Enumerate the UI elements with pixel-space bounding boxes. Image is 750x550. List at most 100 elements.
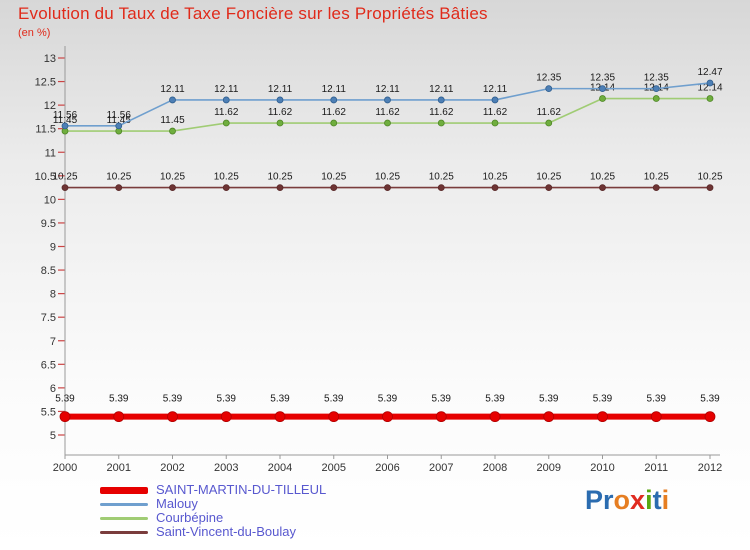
logo-letter: x <box>630 485 646 515</box>
legend-item: SAINT-MARTIN-DU-TILLEUL <box>100 483 326 497</box>
legend-item: Courbépine <box>100 511 326 525</box>
svg-text:10.25: 10.25 <box>590 172 615 183</box>
svg-text:10.25: 10.25 <box>160 172 185 183</box>
svg-text:6: 6 <box>50 383 56 395</box>
svg-text:5.5: 5.5 <box>41 406 56 418</box>
svg-text:5.39: 5.39 <box>324 394 344 405</box>
svg-text:2005: 2005 <box>322 462 346 474</box>
svg-text:10.25: 10.25 <box>482 172 507 183</box>
svg-text:2003: 2003 <box>214 462 238 474</box>
legend-label: SAINT-MARTIN-DU-TILLEUL <box>156 482 327 497</box>
legend-item: Malouy <box>100 497 326 511</box>
svg-text:11.45: 11.45 <box>53 115 78 126</box>
svg-text:8.5: 8.5 <box>41 265 56 277</box>
svg-text:2011: 2011 <box>644 462 668 474</box>
svg-text:10.25: 10.25 <box>429 172 454 183</box>
svg-text:5.39: 5.39 <box>485 394 505 405</box>
svg-text:12.11: 12.11 <box>214 84 239 95</box>
svg-text:10.25: 10.25 <box>697 172 722 183</box>
svg-text:10: 10 <box>44 194 56 206</box>
svg-text:8: 8 <box>50 289 56 301</box>
svg-text:10.25: 10.25 <box>321 172 346 183</box>
svg-text:12.35: 12.35 <box>536 73 561 84</box>
svg-text:12.11: 12.11 <box>483 84 508 95</box>
svg-text:10.25: 10.25 <box>375 172 400 183</box>
svg-text:12.11: 12.11 <box>375 84 400 95</box>
svg-text:11.56: 11.56 <box>107 110 132 121</box>
svg-text:10.25: 10.25 <box>536 172 561 183</box>
legend-swatch <box>100 530 148 534</box>
svg-text:5.39: 5.39 <box>432 394 452 405</box>
svg-text:11.62: 11.62 <box>483 107 508 118</box>
logo-letter: o <box>613 485 631 515</box>
svg-text:11.45: 11.45 <box>160 115 185 126</box>
svg-text:12.47: 12.47 <box>697 67 722 78</box>
svg-text:13: 13 <box>44 53 56 65</box>
proxiti-logo: Proxiti <box>585 485 669 516</box>
legend-swatch <box>100 502 148 506</box>
legend-label: Courbépine <box>156 510 224 525</box>
svg-text:5.39: 5.39 <box>109 394 129 405</box>
svg-text:10.25: 10.25 <box>106 172 131 183</box>
svg-text:9: 9 <box>50 242 56 254</box>
svg-text:11.62: 11.62 <box>537 107 562 118</box>
svg-text:2010: 2010 <box>590 462 614 474</box>
chart-plot: 5 5.5 6 6.5 7 7.5 8 8.5 9 9.5 10 10.5 11 11.5 12 12.5 13… <box>35 46 723 474</box>
svg-text:10.5: 10.5 <box>35 171 56 183</box>
svg-text:11.62: 11.62 <box>429 107 454 118</box>
svg-text:5.39: 5.39 <box>55 394 75 405</box>
svg-text:12.35: 12.35 <box>644 73 669 84</box>
legend-item: Saint-Vincent-du-Boulay <box>100 525 326 539</box>
svg-text:2008: 2008 <box>483 462 507 474</box>
svg-text:5.39: 5.39 <box>647 394 667 405</box>
logo-letter: i <box>645 485 653 515</box>
chart-title: Evolution du Taux de Taxe Foncière sur l… <box>18 4 488 23</box>
svg-text:10.25: 10.25 <box>267 172 292 183</box>
svg-text:2006: 2006 <box>375 462 399 474</box>
svg-text:7.5: 7.5 <box>41 312 56 324</box>
svg-text:5.39: 5.39 <box>163 394 183 405</box>
logo-letter: i <box>661 485 670 515</box>
svg-text:10.25: 10.25 <box>644 172 669 183</box>
svg-text:5.39: 5.39 <box>217 394 237 405</box>
legend-swatch <box>100 486 148 494</box>
legend-label: Malouy <box>156 496 198 511</box>
legend: SAINT-MARTIN-DU-TILLEUL Malouy Courbépin… <box>100 483 326 539</box>
svg-text:5.39: 5.39 <box>270 394 290 405</box>
svg-text:12: 12 <box>44 100 56 112</box>
svg-text:12.11: 12.11 <box>160 84 185 95</box>
svg-text:11.62: 11.62 <box>375 107 400 118</box>
svg-text:12.11: 12.11 <box>429 84 454 95</box>
svg-text:11.62: 11.62 <box>214 107 239 118</box>
svg-text:2009: 2009 <box>537 462 561 474</box>
svg-text:11.56: 11.56 <box>53 110 78 121</box>
svg-text:10.25: 10.25 <box>214 172 239 183</box>
svg-text:12.11: 12.11 <box>268 84 293 95</box>
legend-label: Saint-Vincent-du-Boulay <box>156 524 296 539</box>
svg-text:7: 7 <box>50 336 56 348</box>
svg-text:11: 11 <box>45 147 56 159</box>
svg-text:11.5: 11.5 <box>35 124 56 136</box>
svg-text:11.62: 11.62 <box>268 107 293 118</box>
svg-text:5.39: 5.39 <box>700 394 720 405</box>
svg-text:11.62: 11.62 <box>322 107 347 118</box>
svg-text:11.45: 11.45 <box>107 115 132 126</box>
logo-letter: P <box>585 485 604 515</box>
svg-text:2000: 2000 <box>53 462 77 474</box>
svg-text:10.25: 10.25 <box>52 172 77 183</box>
svg-text:2007: 2007 <box>429 462 453 474</box>
svg-text:12.14: 12.14 <box>697 83 722 94</box>
svg-text:2012: 2012 <box>698 462 722 474</box>
svg-text:6.5: 6.5 <box>41 359 56 371</box>
svg-text:12.35: 12.35 <box>590 73 615 84</box>
svg-text:2001: 2001 <box>107 462 131 474</box>
logo-letter: t <box>652 485 662 515</box>
svg-text:2002: 2002 <box>160 462 184 474</box>
svg-text:2004: 2004 <box>268 462 292 474</box>
svg-text:5.39: 5.39 <box>539 394 559 405</box>
svg-text:9.5: 9.5 <box>41 218 56 230</box>
svg-text:5.39: 5.39 <box>593 394 613 405</box>
svg-text:12.5: 12.5 <box>35 77 56 89</box>
logo-letter: r <box>603 485 614 515</box>
